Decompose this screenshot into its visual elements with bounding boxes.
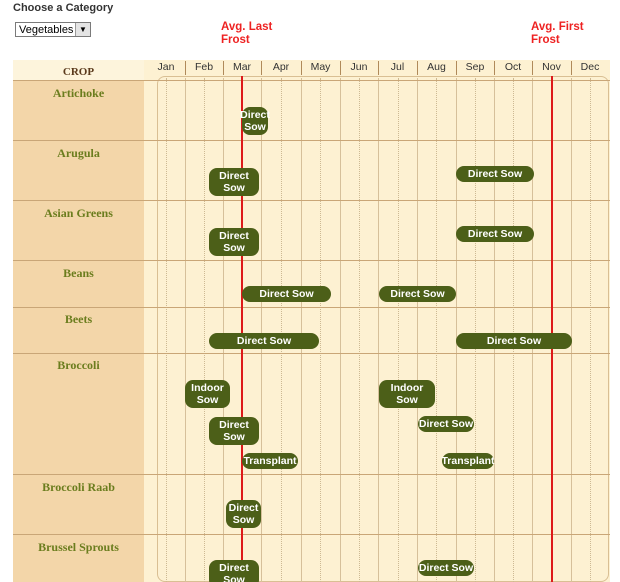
crop-artichoke: Artichoke bbox=[52, 86, 105, 100]
bar-beans-direct-sow-summer[interactable]: Direct Sow bbox=[379, 286, 456, 302]
bar-asian-greens-direct-sow-fall[interactable]: Direct Sow bbox=[456, 226, 534, 242]
bar-broccoli-direct-sow-fall[interactable]: Direct Sow bbox=[418, 416, 474, 432]
crop-brussel-sprouts: Brussel Sprouts bbox=[38, 540, 119, 554]
bar-arugula-direct-sow-fall[interactable]: Direct Sow bbox=[456, 166, 534, 182]
month-oct: Oct bbox=[504, 61, 522, 73]
bar-brussel-sprouts-direct-sow-spring[interactable]: Direct Sow bbox=[209, 560, 259, 582]
crop-beans: Beans bbox=[63, 266, 94, 280]
last-frost-line bbox=[241, 76, 243, 582]
bar-beans-direct-sow-spring[interactable]: Direct Sow bbox=[242, 286, 331, 302]
chevron-down-icon[interactable]: ▼ bbox=[75, 23, 90, 36]
bar-beets-direct-sow-spring[interactable]: Direct Sow bbox=[209, 333, 319, 349]
bar-broccoli-indoor-sow-spring[interactable]: Indoor Sow bbox=[185, 380, 230, 408]
grid-frame bbox=[157, 76, 609, 582]
bar-broccoli-transplant-fall[interactable]: Transplant bbox=[441, 453, 495, 469]
bar-asian-greens-direct-sow-spring[interactable]: Direct Sow bbox=[209, 228, 259, 256]
bar-broccoli-direct-sow-spring[interactable]: Direct Sow bbox=[209, 417, 259, 445]
crop-column bbox=[13, 60, 144, 582]
month-dec: Dec bbox=[580, 61, 600, 73]
month-jan: Jan bbox=[157, 61, 175, 73]
month-mar: Mar bbox=[232, 61, 252, 73]
bar-beets-direct-sow-fall[interactable]: Direct Sow bbox=[456, 333, 572, 349]
category-select[interactable]: Vegetables ▼ bbox=[15, 22, 91, 37]
crop-arugula: Arugula bbox=[57, 146, 100, 160]
bar-broccoli-indoor-sow-summer[interactable]: Indoor Sow bbox=[379, 380, 435, 408]
category-select-value: Vegetables bbox=[19, 24, 74, 36]
month-feb: Feb bbox=[194, 61, 214, 73]
planting-chart: CROP Jan Feb Mar Apr May Jun Jul Aug Sep… bbox=[13, 60, 610, 582]
month-jul: Jul bbox=[390, 61, 405, 73]
month-sep: Sep bbox=[465, 61, 485, 73]
crop-broccoli-raab: Broccoli Raab bbox=[42, 480, 115, 494]
crop-asian-greens: Asian Greens bbox=[44, 206, 113, 220]
first-frost-label: Avg. First Frost bbox=[531, 21, 584, 46]
bar-brussel-sprouts-direct-sow-fall[interactable]: Direct Sow bbox=[418, 560, 474, 576]
first-frost-line bbox=[551, 76, 553, 582]
category-label: Choose a Category bbox=[13, 2, 114, 14]
bar-arugula-direct-sow-spring[interactable]: Direct Sow bbox=[209, 168, 259, 196]
month-apr: Apr bbox=[272, 61, 290, 73]
bar-artichoke-direct-sow[interactable]: Direct Sow bbox=[240, 107, 270, 135]
month-aug: Aug bbox=[427, 61, 446, 73]
month-jun: Jun bbox=[350, 61, 368, 73]
last-frost-label: Avg. Last Frost bbox=[221, 21, 273, 46]
bar-broccoli-transplant-spring[interactable]: Transplant bbox=[242, 453, 298, 469]
crop-header: CROP bbox=[13, 60, 144, 80]
month-may: May bbox=[310, 61, 331, 73]
month-nov: Nov bbox=[542, 61, 561, 73]
crop-beets: Beets bbox=[64, 312, 93, 326]
bar-broccoli-raab-direct-sow[interactable]: Direct Sow bbox=[226, 500, 261, 528]
crop-broccoli: Broccoli bbox=[57, 358, 100, 372]
